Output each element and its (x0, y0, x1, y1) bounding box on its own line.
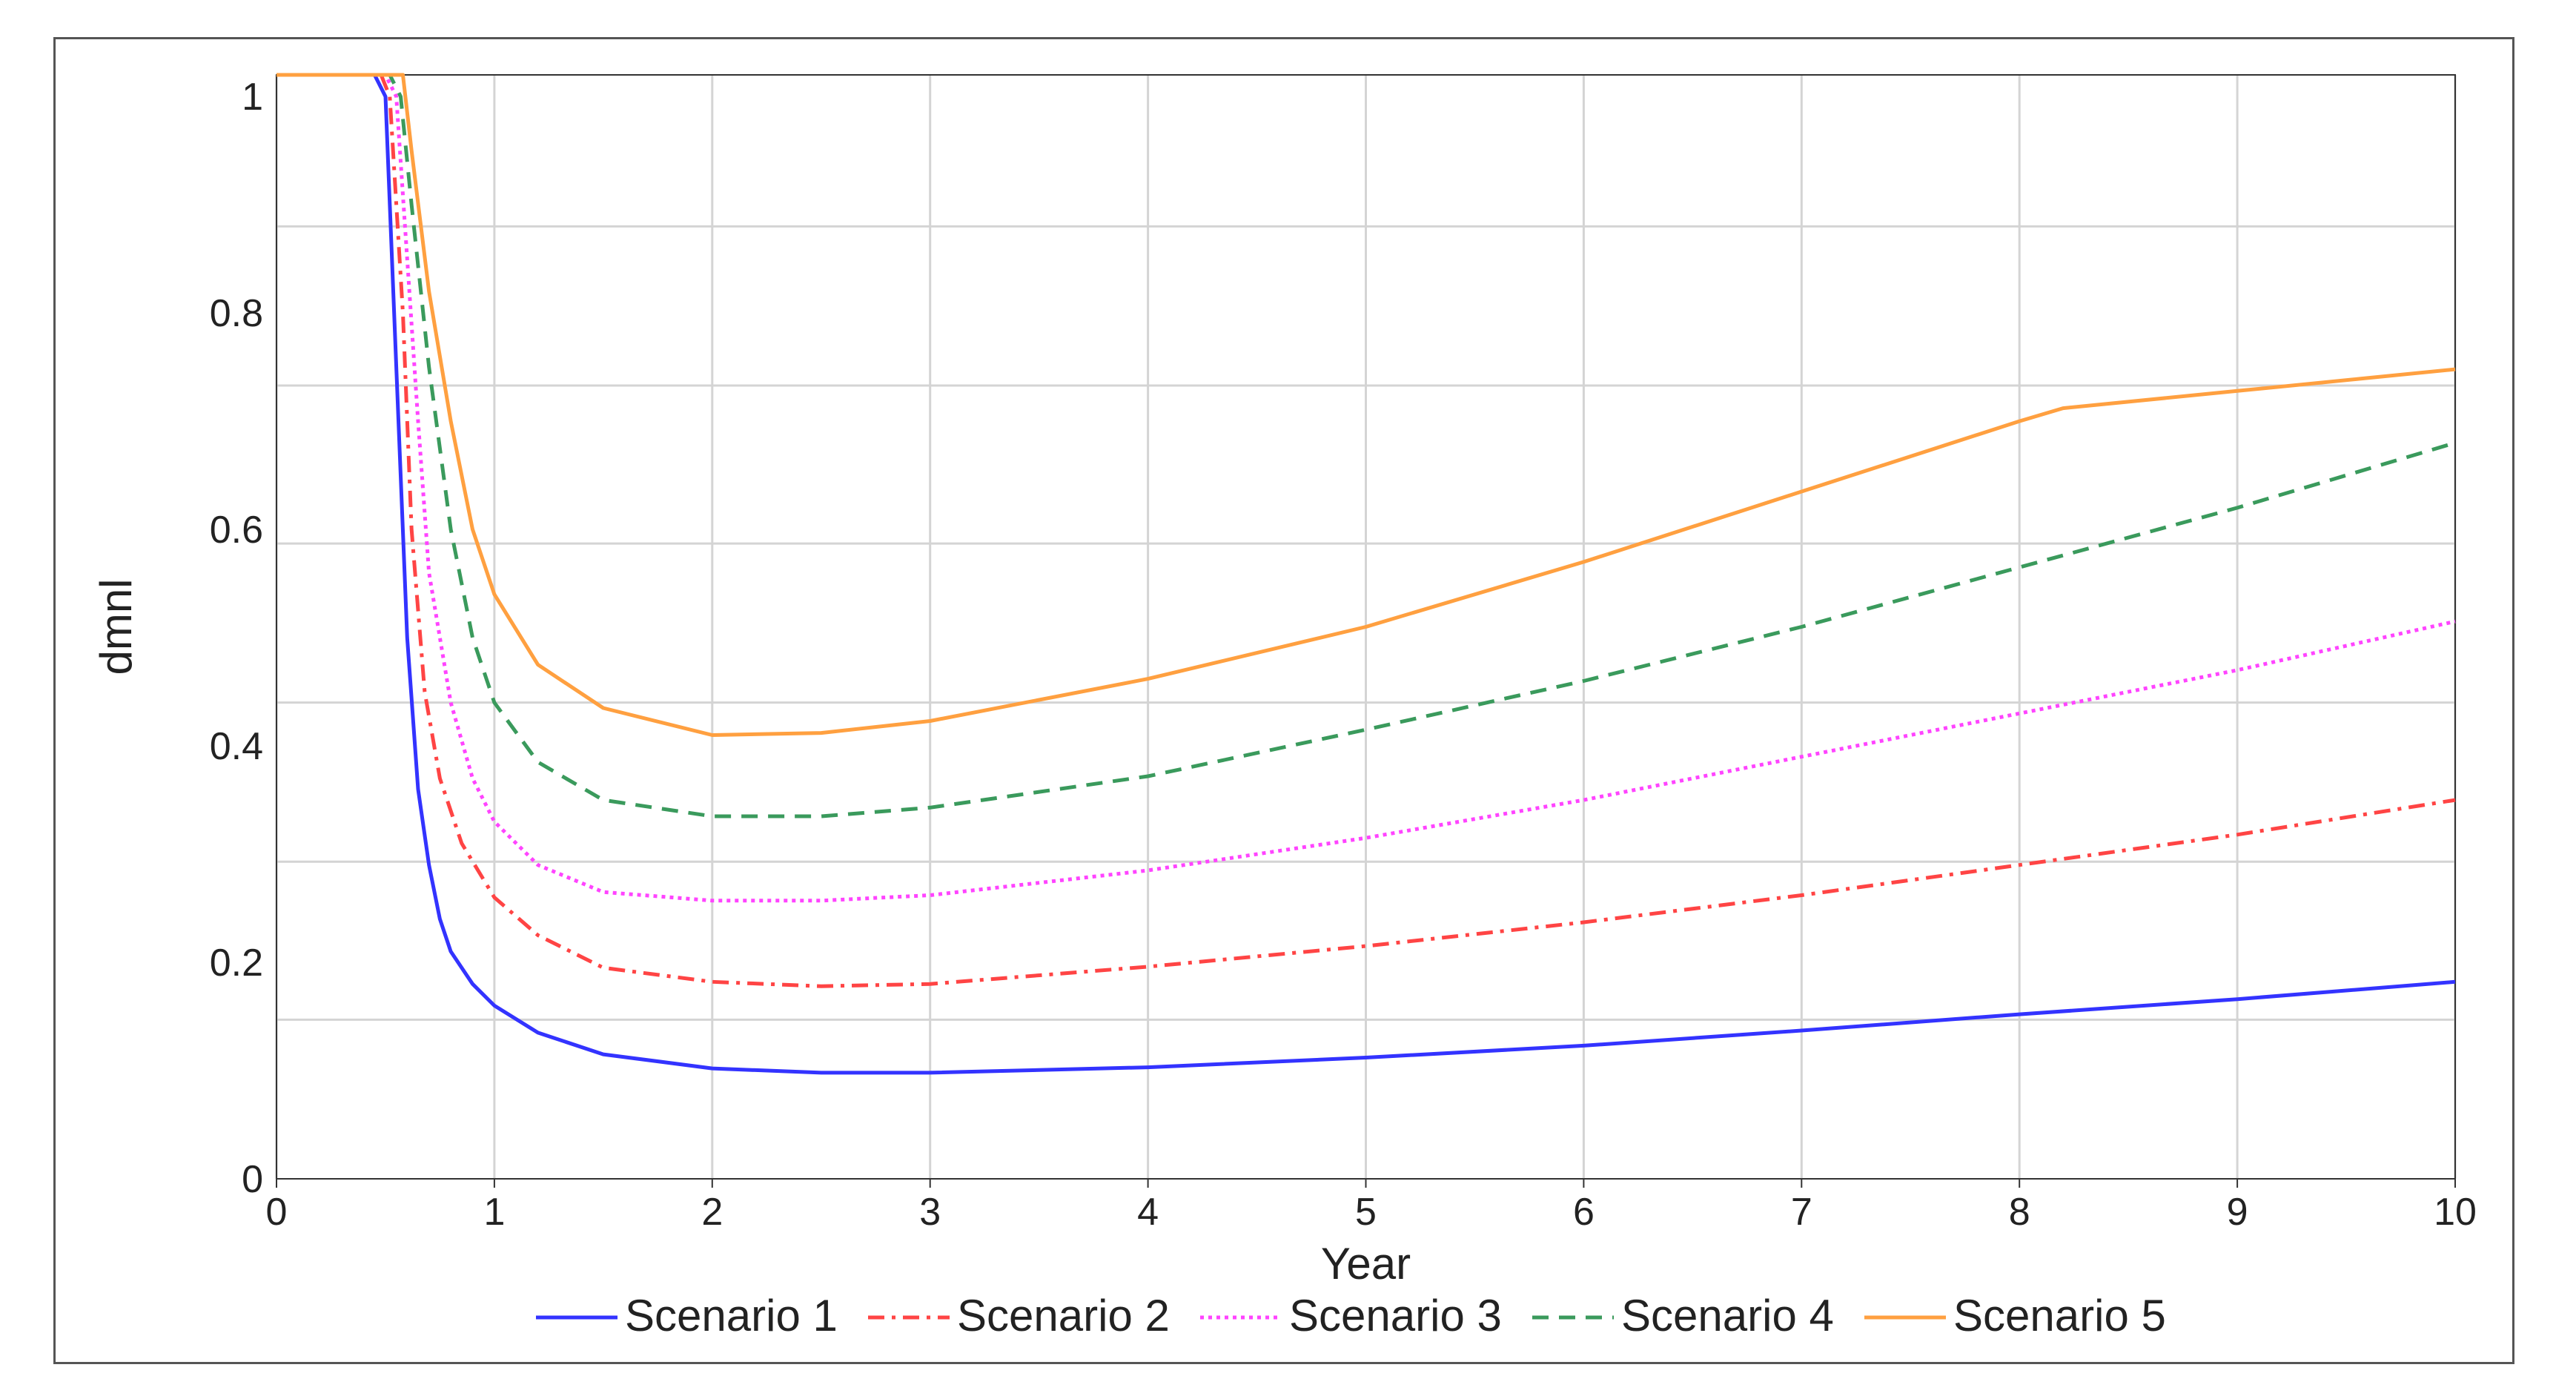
series-line-scenario-4 (277, 73, 2456, 818)
x-tick-label: 2 (701, 1191, 723, 1234)
y-axis-ticks: 0 0.2 0.4 0.6 0.8 1 (210, 76, 263, 1201)
x-tick-label: 7 (1791, 1191, 1812, 1234)
legend-label-scenario-3: Scenario 3 (1289, 1291, 1502, 1340)
legend-label-scenario-1: Scenario 1 (625, 1291, 838, 1340)
x-tick-label: 8 (2009, 1191, 2030, 1234)
x-axis-title: Year (1321, 1239, 1411, 1289)
y-tick-label: 1 (242, 76, 263, 119)
series-line-scenario-3 (277, 73, 2456, 903)
chart-frame: 0 1 2 3 4 5 6 7 8 9 10 0 0.2 0.4 0.6 0.8 1 Year dmnl Sc… (53, 37, 2514, 1364)
x-tick-label: 1 (483, 1191, 505, 1234)
y-tick-label: 0.6 (210, 509, 263, 552)
series-line-scenario-2 (277, 73, 2456, 988)
x-tick-label: 3 (919, 1191, 941, 1234)
legend-label-scenario-4: Scenario 4 (1621, 1291, 1834, 1340)
legend: Scenario 1 Scenario 2 Scenario 3 Scenario 4… (536, 1291, 2166, 1340)
series-group (277, 73, 2456, 1075)
y-tick-label: 0.8 (210, 292, 263, 335)
y-tick-label: 0.2 (210, 942, 263, 985)
x-tick-label: 6 (1573, 1191, 1595, 1234)
series-line-scenario-1 (277, 73, 2456, 1075)
x-tick-label: 0 (266, 1191, 288, 1234)
y-tick-label: 0.4 (210, 725, 263, 768)
legend-label-scenario-5: Scenario 5 (1953, 1291, 2166, 1340)
x-tick-label: 5 (1355, 1191, 1377, 1234)
x-axis-ticks: 0 1 2 3 4 5 6 7 8 9 10 (266, 1179, 2477, 1234)
x-tick-label: 9 (2227, 1191, 2248, 1234)
series-line-scenario-5 (277, 73, 2456, 737)
y-axis-title: dmnl (91, 578, 141, 675)
y-tick-label: 0 (242, 1158, 263, 1201)
legend-label-scenario-2: Scenario 2 (957, 1291, 1170, 1340)
x-tick-label: 10 (2434, 1191, 2477, 1234)
x-tick-label: 4 (1137, 1191, 1159, 1234)
line-chart: 0 1 2 3 4 5 6 7 8 9 10 0 0.2 0.4 0.6 0.8 1 Year dmnl Sc… (91, 73, 2477, 1340)
